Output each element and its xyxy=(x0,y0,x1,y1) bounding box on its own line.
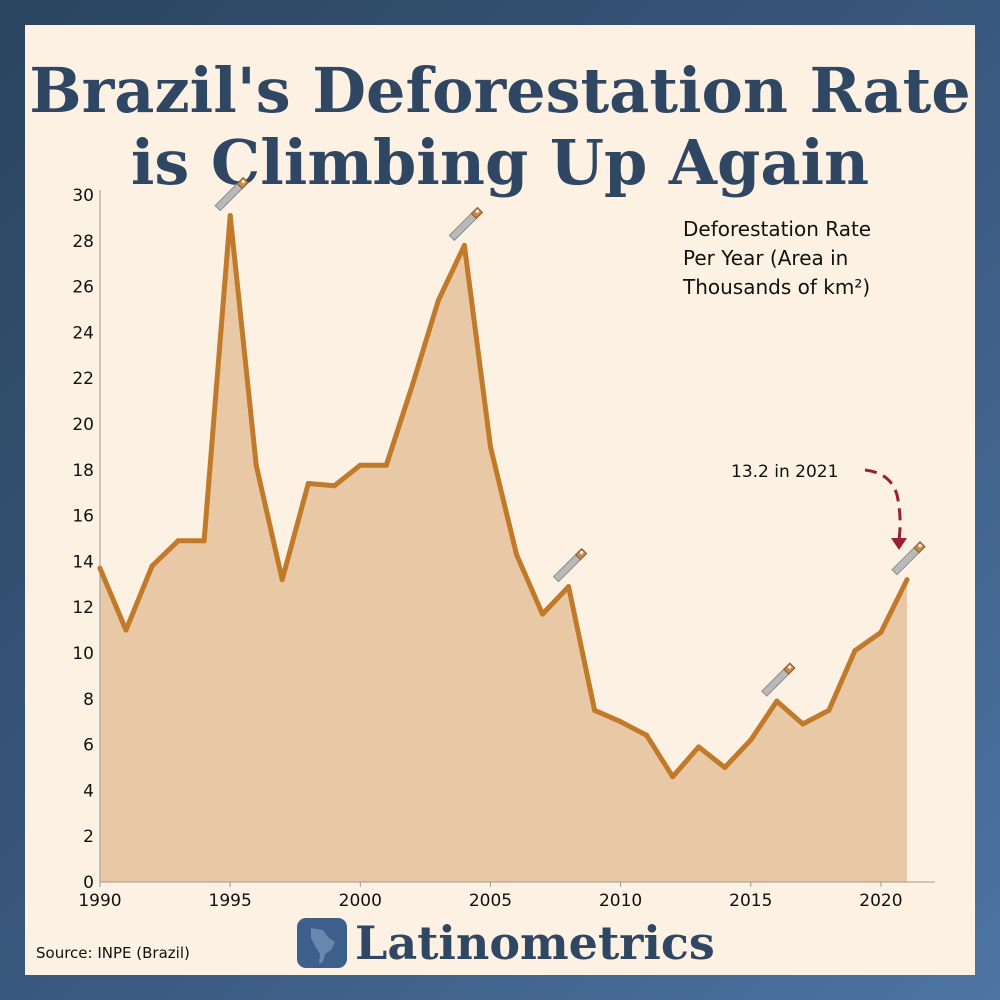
data-point xyxy=(670,774,676,780)
annotation-label: 13.2 in 2021 xyxy=(731,462,839,482)
annotation-arrow xyxy=(864,468,907,550)
x-tick-label: 2000 xyxy=(339,891,382,911)
y-tick-label: 24 xyxy=(72,323,94,343)
y-tick-label: 0 xyxy=(83,873,94,893)
data-point xyxy=(566,584,572,590)
data-point xyxy=(852,648,858,654)
data-point xyxy=(904,577,910,583)
y-tick-label: 2 xyxy=(83,827,94,847)
infographic-card: Brazil's Deforestation Rate is Climbing … xyxy=(25,25,975,975)
data-point xyxy=(149,563,155,569)
legend-line-1: Deforestation Rate xyxy=(683,217,872,241)
source-note: Source: INPE (Brazil) xyxy=(36,944,190,962)
data-point xyxy=(722,765,728,770)
area-fill-layer xyxy=(100,215,907,883)
data-point xyxy=(774,698,780,704)
series-line-layer xyxy=(97,213,910,780)
y-tick-label: 18 xyxy=(72,461,94,481)
saw-icon xyxy=(553,548,588,583)
chart-title: Brazil's Deforestation Rate is Climbing … xyxy=(25,55,975,199)
x-tick-label: 2020 xyxy=(859,891,902,911)
data-point xyxy=(488,444,493,450)
brand-footer: Latinometrics xyxy=(297,913,715,973)
data-point xyxy=(696,744,702,750)
data-point xyxy=(800,721,806,727)
x-tick-label: 2010 xyxy=(599,891,642,911)
series-line xyxy=(97,213,910,780)
data-point xyxy=(383,462,389,468)
data-point xyxy=(97,565,103,571)
y-tick-label: 4 xyxy=(83,781,94,801)
brand-name: Latinometrics xyxy=(355,916,715,970)
data-point xyxy=(592,707,598,713)
data-point xyxy=(253,462,259,468)
legend-line-2: Per Year (Area in xyxy=(683,246,849,270)
x-tick-label: 2015 xyxy=(729,891,772,911)
saw-icon xyxy=(448,206,483,241)
data-point xyxy=(305,481,311,486)
data-point xyxy=(826,707,832,713)
annotation-arrowhead xyxy=(891,538,907,550)
data-point xyxy=(201,538,207,544)
y-tick-label: 28 xyxy=(72,232,94,252)
series-legend: Deforestation Rate Per Year (Area in Tho… xyxy=(683,215,943,302)
data-point xyxy=(409,382,415,388)
y-tick-label: 14 xyxy=(72,552,94,572)
data-point xyxy=(227,213,233,219)
data-point xyxy=(878,629,884,635)
data-point xyxy=(644,732,650,738)
data-point xyxy=(123,627,129,633)
data-point xyxy=(331,483,337,489)
data-point xyxy=(540,611,545,617)
annotation-arrow-path xyxy=(864,468,902,541)
legend-line-3: Thousands of km²) xyxy=(683,275,871,299)
x-tick-label: 1995 xyxy=(209,891,252,911)
data-point xyxy=(357,462,363,468)
data-point xyxy=(618,719,624,725)
y-tick-label: 20 xyxy=(72,415,94,435)
x-tick-label: 1990 xyxy=(78,891,121,911)
data-point xyxy=(514,552,519,557)
title-line-2: is Climbing Up Again xyxy=(130,126,870,199)
data-point xyxy=(748,737,754,743)
y-tick-label: 8 xyxy=(83,690,94,710)
y-tick-label: 26 xyxy=(72,278,94,298)
data-point xyxy=(435,297,441,303)
latin-america-map-icon xyxy=(297,918,347,968)
y-tick-label: 10 xyxy=(72,644,94,664)
y-tick-label: 12 xyxy=(72,598,94,618)
area-fill xyxy=(100,215,907,883)
data-point xyxy=(279,577,285,583)
y-tick-label: 6 xyxy=(83,736,94,756)
saw-icon xyxy=(214,177,249,212)
y-tick-label: 30 xyxy=(72,186,94,206)
data-point xyxy=(461,242,467,248)
saw-icon xyxy=(761,662,796,697)
y-tick-label: 16 xyxy=(72,507,94,527)
data-point xyxy=(175,538,181,544)
y-tick-label: 22 xyxy=(72,369,94,389)
x-tick-label: 2005 xyxy=(469,891,512,911)
title-line-1: Brazil's Deforestation Rate xyxy=(29,54,971,127)
